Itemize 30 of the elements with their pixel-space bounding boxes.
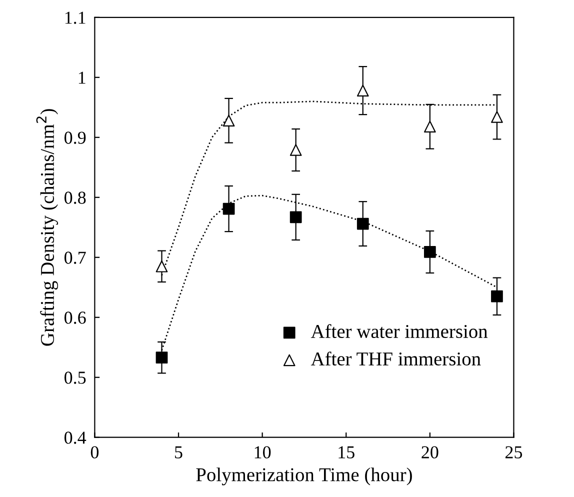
y-tick-label: 0.4 <box>64 432 86 444</box>
y-axis-title: Grafting Density (chains/nm$^{2}$) <box>36 109 58 346</box>
point <box>222 202 235 215</box>
point <box>156 260 168 272</box>
point <box>290 144 302 156</box>
y-tick-label: 0.8 <box>64 192 86 204</box>
point <box>290 211 302 224</box>
point <box>424 246 436 258</box>
x-axis-title: Polymerization Time (hour) <box>196 468 412 486</box>
x-tick-label: 15 <box>338 446 354 458</box>
point <box>156 352 168 364</box>
y-tick-label: 0.7 <box>64 252 86 264</box>
point <box>424 120 436 133</box>
y-tick-label: 0.5 <box>64 372 86 384</box>
legend-label: After water immersion <box>310 324 488 338</box>
point <box>356 84 369 97</box>
x-tick-label: 20 <box>422 446 438 458</box>
point <box>491 111 503 123</box>
y-tick-label: 0.9 <box>64 132 86 144</box>
x-tick-label: 5 <box>175 446 182 458</box>
y-tick-label: 1 <box>78 72 86 84</box>
x-tick-label: 10 <box>254 446 271 458</box>
y-tick-label: 0.6 <box>64 312 86 324</box>
x-tick-label: 0 <box>90 446 99 458</box>
x-tick-label: 25 <box>505 446 522 458</box>
point <box>356 218 369 230</box>
legend-label: After THF immersion <box>310 352 481 366</box>
point <box>491 290 503 302</box>
y-tick-label: 1.1 <box>65 12 86 24</box>
point <box>222 114 235 127</box>
